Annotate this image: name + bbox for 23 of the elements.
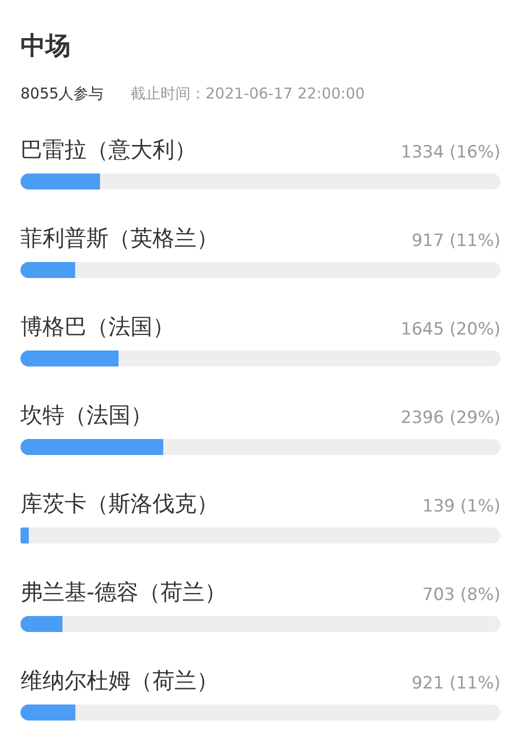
data-label: 917 (11%): [412, 231, 501, 251]
bar: [20, 528, 29, 544]
text: 截止时间：2021-06-17 22:00:00: [130, 84, 365, 102]
data-label: 139 (1%): [422, 496, 501, 516]
y-tick-label: 维纳尔杜姆（荷兰）: [20, 669, 218, 694]
y-tick-label: 博格巴（法国）: [20, 315, 174, 340]
data-label: 2396 (29%): [400, 408, 500, 428]
y-tick-label: 巴雷拉（意大利）: [20, 138, 196, 163]
y-tick-label: 库茨卡（斯洛伐克）: [20, 492, 218, 517]
y-tick-label: 弗兰基-德容（荷兰）: [20, 580, 226, 606]
chart-title: 中场: [20, 31, 70, 60]
data-label: 1645 (20%): [400, 320, 500, 340]
chart-subtitle: 8055人参与: [20, 84, 104, 102]
bar: [20, 704, 76, 720]
bar: [20, 174, 100, 190]
data-label: 921 (11%): [412, 674, 501, 694]
data-label: 703 (8%): [422, 585, 501, 605]
data-label: 1334 (16%): [400, 142, 500, 162]
bar: [20, 616, 62, 632]
bar: [20, 350, 119, 366]
y-tick-label: 坎特（法国）: [20, 404, 152, 428]
bar: [20, 262, 76, 278]
y-tick-label: 菲利普斯（英格兰）: [20, 226, 218, 252]
